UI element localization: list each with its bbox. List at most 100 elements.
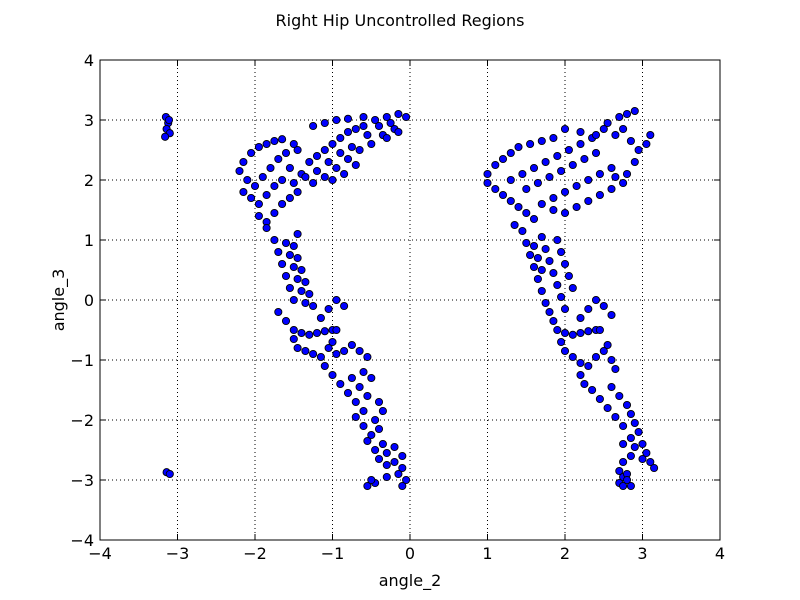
data-point [549,193,558,203]
data-point [626,136,635,146]
data-point [603,118,612,128]
data-point [289,241,298,251]
data-point [363,436,372,446]
data-point [324,304,333,314]
data-point [553,151,562,161]
data-point [560,124,570,134]
x-axis-ticks: −4 −3 −2 −1 0 1 2 3 4 [88,60,725,563]
data-point [355,346,364,356]
data-point [537,136,546,146]
data-point [239,187,248,197]
y-tick-label: 1 [84,231,94,250]
data-point [630,106,639,116]
data-point [514,202,523,212]
data-point [351,412,360,422]
data-point [522,208,531,218]
data-point [595,325,604,335]
data-point [549,205,558,215]
data-point [278,135,287,144]
data-point [309,301,318,311]
data-point [359,421,368,431]
data-point [274,154,283,164]
data-point [529,214,539,224]
data-point [274,307,283,317]
data-point [619,178,628,188]
data-point [568,352,577,362]
data-point [541,244,550,254]
data-point [622,109,632,119]
y-tick-label: −1 [70,351,94,370]
data-point [309,121,318,131]
data-point [278,175,287,185]
data-point [557,247,566,257]
data-point [549,316,558,326]
data-point [398,451,407,461]
data-point [278,199,287,209]
data-point [518,226,527,236]
data-point [560,346,570,356]
data-point [615,391,624,401]
data-point [591,148,601,158]
data-point [312,328,322,338]
data-point [266,163,275,173]
x-tick-label: −4 [88,544,112,563]
data-point [638,439,647,449]
data-point [607,382,616,392]
x-tick-label: −3 [166,544,190,563]
data-point [250,181,260,191]
data-point [615,112,624,122]
data-point [371,415,380,425]
data-point [537,232,546,242]
data-point [340,301,349,311]
data-point [347,373,356,383]
data-point [545,256,554,266]
data-point [367,139,376,149]
data-point [630,418,639,428]
data-point [491,184,500,194]
data-point [301,298,310,308]
data-point [557,292,566,302]
data-point [293,343,302,353]
data-point [281,148,291,158]
data-point [374,424,384,434]
data-point [293,187,302,197]
data-point [328,175,337,185]
data-point [359,112,368,122]
data-point [506,148,515,158]
data-point [328,139,337,149]
data-point [312,151,322,161]
data-point [611,364,620,374]
data-point [564,271,573,281]
data-point [281,271,291,281]
data-point [522,184,531,194]
y-tick-label: 2 [84,171,94,190]
data-point [289,325,298,335]
data-point [626,409,635,419]
data-point [297,265,306,275]
data-point [367,430,376,440]
data-point [320,118,329,128]
data-point [235,166,244,176]
data-point [506,175,515,185]
data-point [576,358,585,368]
data-point [247,193,256,203]
data-point [634,427,643,437]
data-point [526,139,535,149]
data-point [642,139,651,149]
x-tick-label: 4 [715,544,725,563]
data-point [642,448,651,458]
data-point [351,397,360,407]
data-point [588,385,597,395]
data-point [603,340,612,350]
data-point [483,169,492,179]
data-point [584,361,593,371]
data-point [630,157,639,167]
y-tick-label: −3 [70,471,94,490]
data-points [161,106,659,491]
data-point [580,154,589,164]
data-point [289,139,298,149]
data-point [619,421,628,431]
data-point [557,337,566,347]
data-point [374,454,384,464]
data-point [239,157,248,167]
